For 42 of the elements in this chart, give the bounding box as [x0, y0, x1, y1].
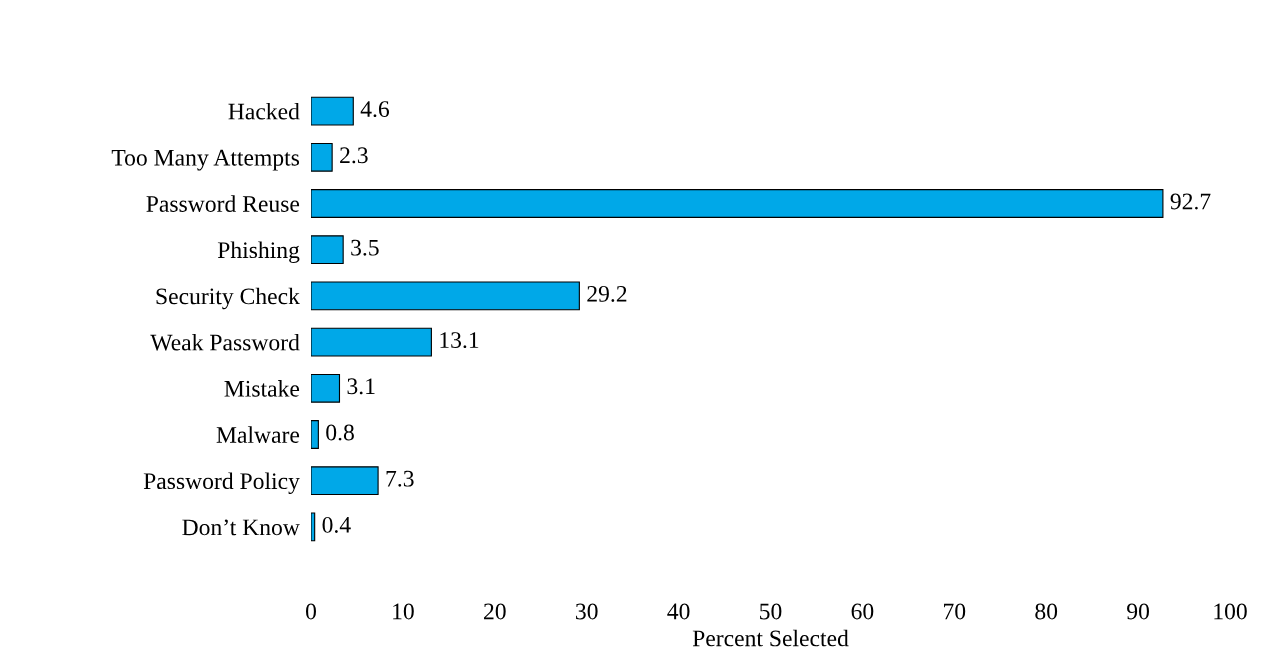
x-tick-label: 20 — [484, 603, 506, 620]
bar — [311, 420, 319, 449]
data-label: 7.3 — [386, 470, 414, 487]
y-tick-label: Malware — [216, 426, 300, 443]
x-tick-label: 0 — [306, 603, 316, 620]
bar — [311, 466, 379, 496]
data-label: 3.1 — [347, 378, 375, 395]
x-tick-label: 30 — [576, 603, 598, 620]
bar — [311, 327, 432, 357]
bar — [311, 142, 333, 172]
bar — [311, 373, 341, 403]
y-tick-label: Weak Password — [150, 333, 300, 351]
data-label: 4.6 — [360, 101, 390, 118]
y-tick-label: Password Policy — [143, 472, 300, 494]
y-tick-label: Don’t Know — [182, 519, 300, 536]
x-axis-title: Percent Selected — [692, 629, 849, 647]
data-label: 0.8 — [326, 424, 354, 441]
y-tick-label: Hacked — [228, 102, 300, 120]
y-tick-label: Phishing — [217, 241, 300, 263]
data-label: 0.4 — [322, 516, 351, 533]
bar — [311, 512, 316, 542]
x-tick-label: 90 — [1127, 603, 1150, 620]
bar — [311, 235, 344, 265]
x-tick-label: 70 — [944, 603, 966, 620]
data-label: 92.7 — [1170, 193, 1211, 210]
x-tick-label: 10 — [393, 603, 414, 620]
y-tick-label: Too Many Attempts — [111, 149, 300, 171]
x-tick-label: 60 — [851, 603, 874, 620]
y-tick-label: Password Reuse — [146, 195, 300, 212]
x-tick-label: 40 — [667, 603, 690, 620]
x-tick-label: 50 — [760, 603, 782, 620]
data-label: 29.2 — [587, 285, 627, 302]
y-tick-label: Security Check — [156, 287, 300, 310]
data-label: 3.5 — [351, 239, 379, 256]
bar — [311, 281, 580, 311]
x-tick-label: 100 — [1214, 603, 1247, 620]
data-label: 2.3 — [340, 147, 368, 164]
y-tick-label: Mistake — [224, 380, 300, 397]
x-tick-label: 80 — [1035, 603, 1058, 620]
bar — [311, 189, 1164, 218]
bar — [311, 96, 354, 126]
data-label: 13.1 — [440, 332, 479, 349]
